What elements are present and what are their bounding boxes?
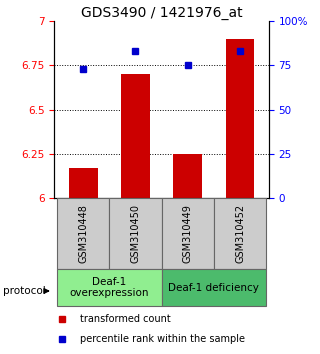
- Text: percentile rank within the sample: percentile rank within the sample: [80, 334, 245, 344]
- Bar: [162, 198, 214, 269]
- Text: Deaf-1 deficiency: Deaf-1 deficiency: [168, 282, 259, 293]
- Text: GSM310448: GSM310448: [78, 204, 88, 263]
- Bar: [121, 74, 150, 198]
- Bar: [57, 198, 109, 269]
- Bar: [57, 269, 162, 306]
- Text: Deaf-1
overexpression: Deaf-1 overexpression: [69, 277, 149, 298]
- Text: GSM310452: GSM310452: [235, 204, 245, 263]
- Text: GSM310449: GSM310449: [183, 204, 193, 263]
- Text: protocol: protocol: [3, 286, 46, 296]
- Title: GDS3490 / 1421976_at: GDS3490 / 1421976_at: [81, 6, 243, 20]
- Bar: [162, 269, 266, 306]
- Bar: [173, 154, 202, 198]
- Bar: [109, 198, 162, 269]
- Bar: [226, 39, 254, 198]
- Text: transformed count: transformed count: [80, 314, 171, 324]
- Bar: [214, 198, 266, 269]
- Bar: [69, 168, 98, 198]
- Text: GSM310450: GSM310450: [131, 204, 140, 263]
